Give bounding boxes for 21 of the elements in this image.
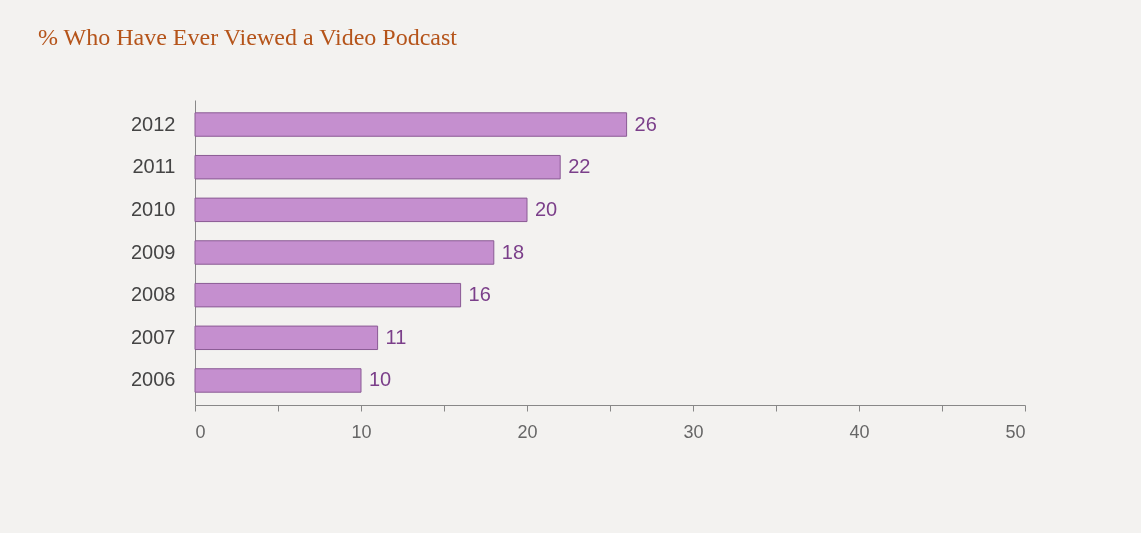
- data-label: 22: [568, 155, 591, 178]
- data-label: 26: [634, 112, 657, 135]
- y-tick-label: 2011: [132, 155, 176, 178]
- data-label: 10: [369, 368, 392, 391]
- x-tick-label: 20: [517, 421, 538, 442]
- data-label: 18: [501, 240, 525, 263]
- data-label: 20: [535, 197, 558, 220]
- x-tick-label: 0: [195, 421, 206, 442]
- y-tick-label: 2010: [131, 197, 176, 220]
- y-tick-label: 2009: [131, 240, 176, 263]
- y-tick-label: 2006: [131, 368, 176, 391]
- y-tick-label: 2008: [131, 283, 176, 306]
- x-tick-label: 40: [849, 421, 870, 442]
- y-tick-label: 2012: [131, 112, 176, 135]
- x-tick-label: 30: [683, 421, 704, 442]
- data-label: 16: [468, 283, 491, 306]
- data-label: 11: [385, 325, 407, 348]
- y-tick-label: 2007: [131, 325, 176, 348]
- x-tick-label: 50: [1005, 421, 1026, 442]
- chart-title: % Who Have Ever Viewed a Video Podcast: [38, 24, 458, 50]
- x-tick-label: 10: [351, 421, 372, 442]
